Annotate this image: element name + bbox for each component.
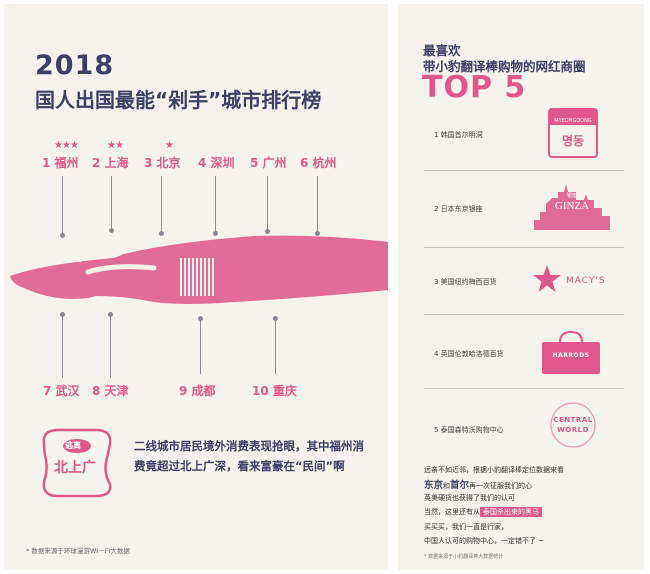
city-rank-4: 4 深圳 (198, 156, 235, 170)
summary-line-4: 当然，这里还有从 泰国杀出来的黑马 (424, 507, 542, 517)
summary-line-1: 远亲不如近邻，根据小豹翻译棒定位数据来看 (424, 466, 564, 474)
pointer-line (159, 176, 164, 236)
pointer-line (213, 176, 218, 236)
harrods-bag-icon (542, 330, 600, 374)
pointer-line (315, 176, 320, 236)
summary-line-3: 英美硬货也获得了我们的认可 (424, 494, 515, 502)
harrods-logo-text: HARRODS (552, 352, 590, 359)
summary-connector: 和 (443, 482, 451, 490)
left-infographic-panel: 2018 国人出国最能“剁手”城市排行榜 ★★★ ★★ ★ 1 福州 2 上海 … (4, 4, 388, 570)
centralworld-logo-top: CENTRAL (553, 416, 593, 424)
badge-top-label: 逃离 (65, 441, 81, 450)
ranking-title: 国人出国最能“剁手”城市排行榜 (35, 88, 322, 112)
pointer-line (60, 176, 65, 238)
city-3-stars: ★ (165, 140, 174, 151)
summary-line-6: 中国人认可的购物中心，一定错不了 ~ (424, 537, 545, 545)
right-infographic-panel: 最喜欢 带小豹翻译棒购物的网红商圈 TOP 5 1 韩国首尔明洞 MYEONGD… (398, 4, 644, 570)
knife-illustration (10, 235, 388, 304)
right-footnote: * 数据来源于小豹翻译棒大数据统计 (424, 554, 504, 560)
list-item: 3 美国纽约梅西百货 (434, 278, 497, 286)
pointer-line (60, 312, 65, 378)
summary-highlight-tokyo: 东京 (424, 480, 444, 491)
list-item: 4 英国伦敦哈洛德百货 (434, 350, 504, 358)
summary-line-2-rest: 再一次征服我们的心 (469, 482, 533, 490)
top5-title-line1: 最喜欢 (423, 43, 461, 58)
city-rank-10: 10 重庆 (252, 384, 297, 398)
pointer-line (109, 176, 114, 233)
ranking-description: 二线城市居民境外消费表现抢眼，其中福州消费竟超过北上广深，看来富豪在“民间”啊 (134, 439, 364, 473)
city-rank-7: 7 武汉 (43, 384, 80, 398)
city-2-stars: ★★ (107, 140, 124, 151)
city-rank-2: 2 上海 (92, 156, 129, 170)
ginza-logo-top: 银座 (566, 193, 577, 199)
city-1-stars: ★★★ (54, 140, 79, 151)
macys-logo-text: MACY'S (566, 276, 606, 286)
top5-title-line2: 带小豹翻译棒购物的网红商圈 (423, 59, 586, 74)
pointer-line (108, 312, 113, 378)
badge-main-label: 北上广 (54, 460, 96, 476)
ginza-logo-main: GINZA (554, 200, 590, 212)
city-rank-6: 6 杭州 (300, 156, 337, 170)
summary-line-4-pre: 当然，这里还有从 (424, 508, 480, 516)
divider (424, 170, 624, 171)
city-rank-1: 1 福州 (42, 156, 79, 170)
city-rank-3: 3 北京 (144, 156, 181, 170)
centralworld-circle-icon (550, 402, 596, 448)
summary-highlight-darkhorse: 泰国杀出来的黑马 (480, 507, 542, 517)
list-item: 2 日本东京银座 (434, 205, 483, 213)
pointer-line (273, 316, 278, 374)
list-item: 5 泰国森特沃购物中心 (434, 426, 504, 434)
myeongdong-logo-top: MYEONGDONG (554, 118, 592, 124)
city-rank-9: 9 成都 (179, 384, 216, 398)
pointer-line (198, 316, 203, 374)
macys-star-icon (533, 265, 561, 292)
ranking-year: 2018 (35, 50, 115, 81)
divider (424, 388, 624, 389)
pointer-line (265, 176, 270, 234)
divider (424, 247, 624, 248)
summary-line-2: 东京和首尔再一次征服我们的心 (424, 477, 532, 491)
myeongdong-logo-main: 명동 (561, 134, 585, 148)
myeongdong-logo: MYEONGDONG 명동 (548, 108, 598, 158)
city-rank-8: 8 天津 (92, 384, 129, 398)
city-rank-5: 5 广州 (250, 156, 287, 170)
top5-heading: TOP 5 (422, 70, 527, 105)
ginza-skyline-icon (534, 184, 610, 230)
left-footnote: * 数据来源于环球漫游WI－FI大数据 (26, 547, 130, 555)
escape-badge-icon (42, 428, 112, 498)
summary-highlight-seoul: 首尔 (450, 480, 470, 491)
divider (424, 314, 624, 315)
list-item: 1 韩国首尔明洞 (434, 131, 483, 139)
centralworld-logo-main: WORLD (557, 426, 589, 434)
summary-line-5: 买买买，我们一直是行家， (424, 523, 508, 531)
